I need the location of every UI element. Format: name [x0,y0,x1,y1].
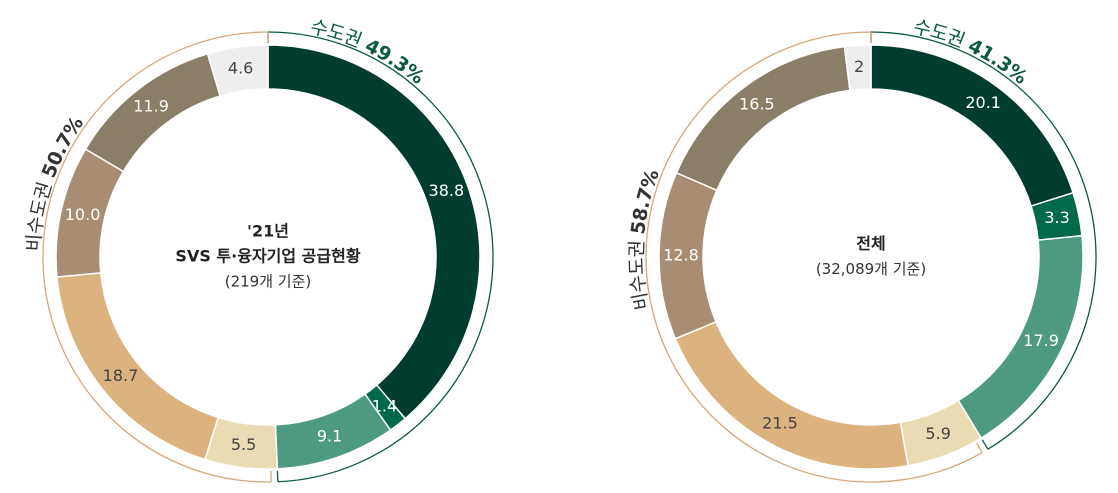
region-arc-end [976,442,983,453]
region-arc-end [981,439,989,450]
center-title: '21년 [247,222,289,241]
segment-label: 2 [854,57,864,76]
segment-label: 4.6 [228,58,253,77]
segment-label: 11.9 [133,97,169,116]
donut-segment [674,320,909,470]
text-path-guide [637,23,1105,491]
segment-label: 3.3 [1044,208,1069,227]
region-arc [645,31,983,483]
segment-label: 5.9 [925,424,950,443]
segment-label: 21.5 [762,413,798,432]
region-arc [42,31,272,483]
segment-label: 38.8 [429,181,465,200]
segment-label: 16.5 [739,95,775,114]
region-label: 비수도권 58.7% [625,166,663,312]
segment-label: 18.7 [103,366,139,385]
segment-label: 12.8 [663,245,699,264]
center-title: SVS 투·융자기업 공급현황 [175,247,360,266]
region-arc [870,31,1097,450]
region-value: 58.7% [627,166,664,235]
donut-segment [843,44,872,92]
segment-label: 1.4 [372,397,397,416]
segment-label: 17.9 [1023,331,1059,350]
donut-segment [206,44,269,97]
region-name: 비수도권 [625,240,653,312]
segment-label: 5.5 [231,435,256,454]
donut-segment [957,234,1084,440]
region-arc [267,31,494,483]
donut-segment [675,45,851,192]
segment-label: 10.0 [65,205,101,224]
region-name: 비수도권 [22,179,56,252]
region-label-path: 비수도권 58.7% [625,166,663,312]
region-name: 수도권 [309,16,366,52]
donut-segment [870,44,1074,208]
center-note: (32,089개 기준) [816,260,926,278]
region-name: 수도권 [912,16,969,52]
center-note: (219개 기준) [225,273,312,291]
segment-label: 20.1 [965,93,1001,112]
donut-segment [267,44,481,420]
center-title: 전체 [856,234,885,253]
segment-label: 9.1 [317,426,342,445]
